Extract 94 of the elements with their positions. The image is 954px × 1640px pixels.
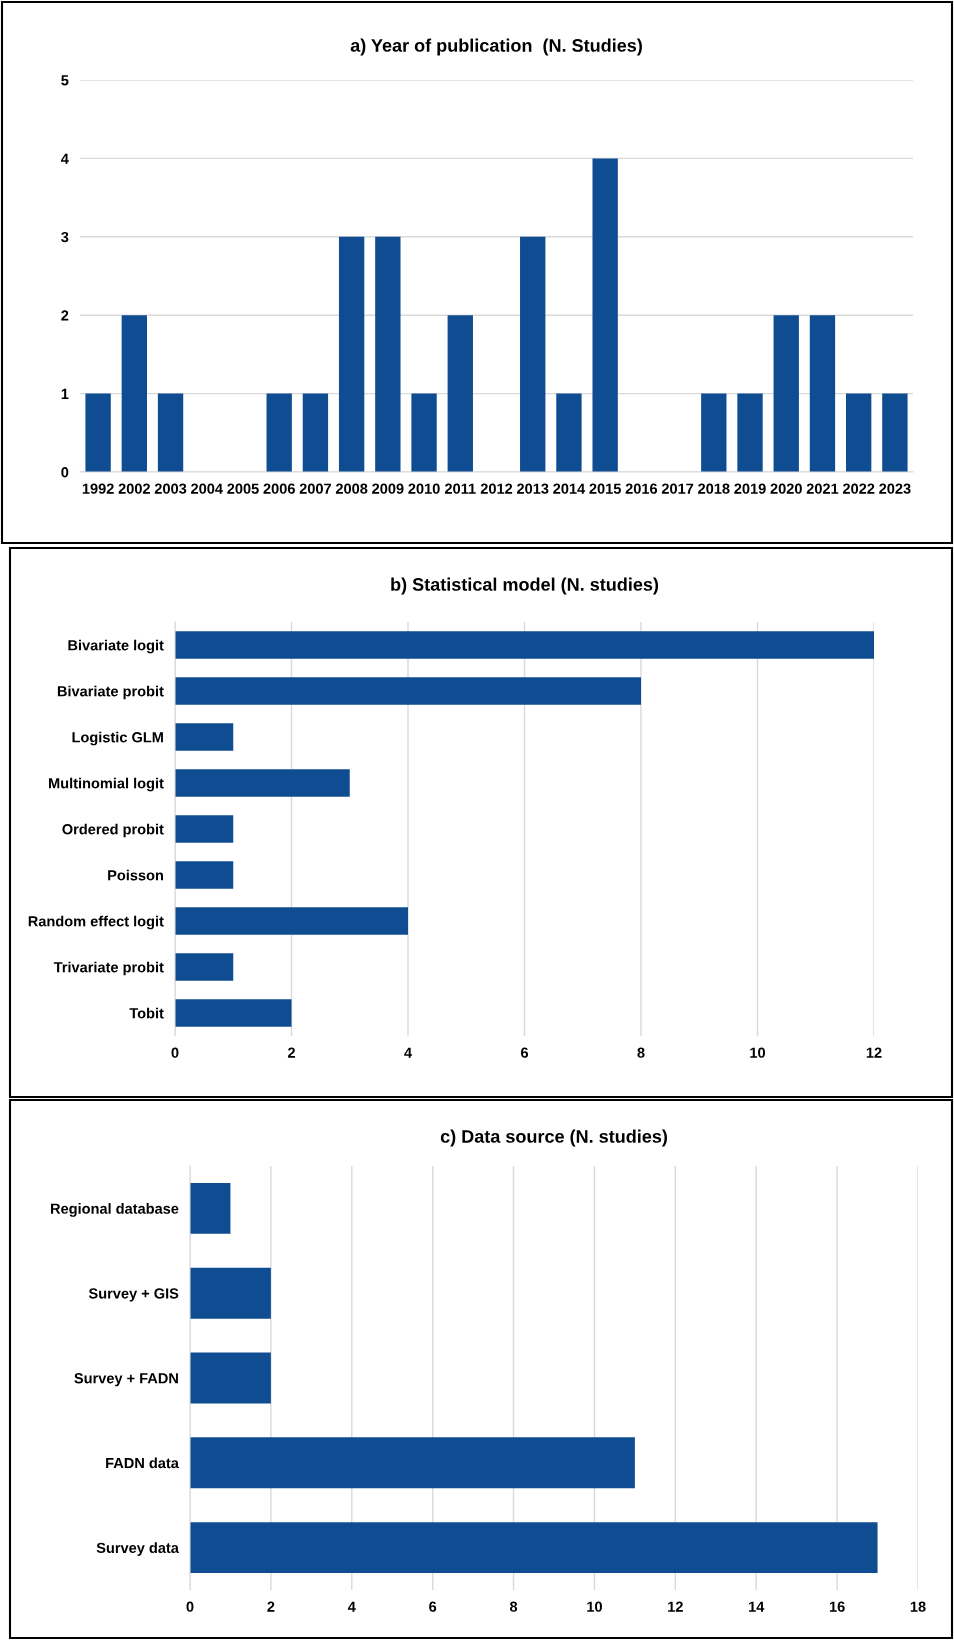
- bar: [157, 393, 184, 472]
- bar: [175, 861, 234, 889]
- y-tick-label: Regional database: [51, 1203, 179, 1217]
- y-tick-label: Trivariate probit: [53, 961, 164, 976]
- bar: [737, 393, 763, 472]
- bar: [338, 236, 365, 472]
- bar: [411, 393, 437, 472]
- chart-title: b) Statistical model (N. studies): [391, 577, 659, 595]
- bar: [175, 769, 350, 797]
- x-tick-label: 6: [520, 1047, 529, 1058]
- bar: [175, 677, 641, 705]
- bar: [375, 236, 401, 472]
- x-tick-label: 2013: [517, 483, 549, 494]
- bar: [882, 393, 908, 472]
- bar: [701, 393, 727, 472]
- y-tick-label: Random effect logit: [28, 915, 164, 930]
- bar: [592, 158, 618, 472]
- x-tick-label: 2018: [698, 483, 730, 494]
- y-tick-label: 5: [61, 75, 69, 86]
- x-tick-label: 8: [509, 1601, 518, 1612]
- x-tick-label: 2021: [806, 483, 839, 494]
- x-tick-label: 2009: [372, 483, 404, 494]
- y-tick-label: Bivariate probit: [57, 685, 164, 700]
- bar: [85, 393, 111, 472]
- y-tick-label: Multinomial logit: [49, 777, 164, 792]
- y-tick-label: Ordered probit: [62, 823, 164, 838]
- y-tick-label: Survey + FADN: [74, 1373, 178, 1387]
- x-tick-label: 4: [404, 1047, 412, 1058]
- x-tick-label: 12: [668, 1601, 683, 1612]
- bar: [190, 1437, 635, 1489]
- y-tick-label: 3: [61, 231, 69, 243]
- x-tick-label: 18: [910, 1601, 926, 1612]
- x-tick-label: 4: [347, 1601, 356, 1612]
- x-tick-label: 6: [429, 1601, 437, 1612]
- x-tick-label: 2007: [299, 483, 331, 494]
- x-tick-label: 2008: [335, 483, 368, 494]
- bar: [190, 1267, 271, 1319]
- x-tick-label: 12: [866, 1047, 882, 1058]
- chart-title: a) Year of publication (N. Studies): [350, 38, 642, 56]
- x-tick-label: 2011: [444, 483, 476, 494]
- x-tick-label: 2004: [191, 483, 223, 494]
- x-tick-label: 2023: [879, 483, 911, 494]
- bar: [556, 393, 582, 472]
- x-tick-label: 10: [750, 1047, 766, 1058]
- x-tick-label: 2016: [625, 483, 658, 494]
- y-tick-label: Tobit: [129, 1007, 164, 1019]
- bar: [809, 315, 836, 472]
- bar: [175, 815, 234, 843]
- bar: [190, 1522, 878, 1574]
- x-tick-label: 2017: [661, 483, 694, 494]
- x-tick-label: 1992: [82, 483, 114, 494]
- x-tick-label: 2002: [118, 483, 150, 494]
- bar: [520, 236, 546, 472]
- y-tick-label: 4: [61, 153, 69, 164]
- x-tick-label: 2: [287, 1047, 295, 1058]
- bar: [302, 393, 329, 472]
- y-tick-label: Poisson: [108, 869, 163, 881]
- x-tick-label: 2015: [589, 483, 621, 494]
- y-tick-label: 2: [61, 310, 69, 321]
- x-tick-label: 2005: [227, 483, 259, 494]
- x-tick-label: 0: [186, 1601, 194, 1612]
- bar: [773, 315, 799, 472]
- bar: [175, 953, 234, 981]
- x-tick-label: 2022: [842, 483, 875, 494]
- x-tick-label: 8: [637, 1047, 645, 1058]
- y-tick-label: 0: [61, 467, 69, 478]
- y-tick-label: Logistic GLM: [72, 731, 163, 746]
- x-tick-label: 2006: [263, 483, 295, 494]
- y-tick-label: Survey data: [96, 1542, 179, 1556]
- x-tick-label: 2010: [408, 483, 440, 494]
- y-tick-label: FADN data: [106, 1457, 179, 1469]
- bar: [190, 1182, 231, 1234]
- bar: [175, 723, 234, 751]
- x-tick-label: 2012: [480, 483, 513, 494]
- chart-title: c) Data source (N. studies): [440, 1129, 667, 1147]
- x-tick-label: 2019: [734, 483, 766, 494]
- x-tick-label: 10: [587, 1601, 602, 1612]
- x-tick-label: 14: [749, 1601, 765, 1612]
- x-tick-label: 2003: [154, 483, 187, 494]
- bar: [175, 999, 292, 1027]
- x-tick-label: 2020: [770, 483, 802, 494]
- bar: [175, 907, 408, 935]
- bar: [266, 393, 292, 472]
- bar: [175, 631, 874, 659]
- x-tick-label: 2: [267, 1601, 275, 1612]
- bar: [121, 315, 147, 472]
- y-tick-label: 1: [61, 388, 69, 399]
- bar: [846, 393, 872, 472]
- y-tick-label: Bivariate logit: [68, 639, 164, 654]
- bar: [190, 1352, 271, 1404]
- x-tick-label: 16: [829, 1601, 845, 1612]
- x-tick-label: 2014: [553, 483, 586, 494]
- bar: [447, 315, 473, 472]
- y-tick-label: Survey + GIS: [88, 1288, 179, 1302]
